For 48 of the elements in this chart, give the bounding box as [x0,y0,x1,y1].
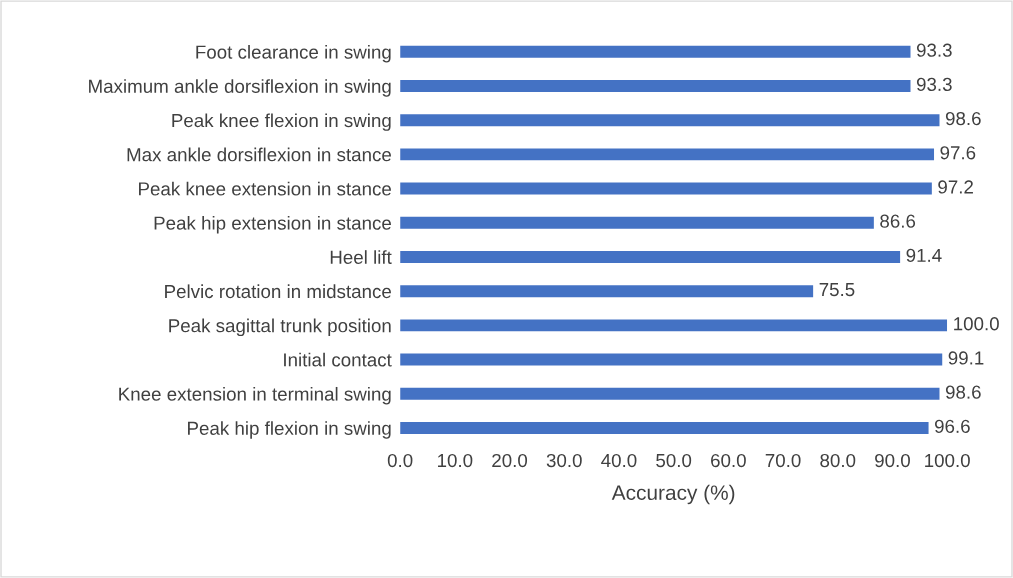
data-label: 91.4 [906,248,942,262]
y-tick-label: Peak knee extension in stance [139,181,391,196]
y-tick-label: Peak knee flexion in swing [172,113,391,131]
bar [400,319,948,332]
y-tick-label: Knee extension in terminal swing [119,386,391,405]
bar [400,285,814,298]
data-label: 98.6 [945,111,981,126]
data-label: 96.6 [934,419,970,433]
data-label: 93.3 [916,43,952,57]
x-tick-label: 50.0 [656,453,692,468]
y-tick-label: Peak sagittal trunk position [169,318,391,337]
y-tick-label: Max ankle dorsiflexion in stance [127,147,391,162]
x-tick-label: 80.0 [820,453,856,468]
x-tick-label: 20.0 [492,453,528,468]
y-tick-label: Heel lift [330,250,392,264]
x-tick-label: 40.0 [601,453,637,468]
x-tick-label: 90.0 [875,453,910,468]
data-label: 75.5 [819,283,855,297]
data-label: 99.1 [948,351,984,365]
y-tick-label: Maximum ankle dorsiflexion in swing [89,79,391,97]
bar [400,45,911,58]
bar [400,114,940,127]
x-tick-label: 30.0 [546,453,582,468]
data-label: 97.6 [940,146,976,160]
data-label: 98.6 [945,385,981,399]
y-tick-label: Initial contact [284,352,392,367]
bar [400,421,929,434]
bar [400,79,911,92]
data-label: 86.6 [880,214,916,228]
y-tick-label: Peak hip extension in stance [154,215,391,234]
x-tick-label: 60.0 [711,453,746,468]
bar [400,353,943,366]
data-label: 97.2 [938,180,973,194]
x-tick-label: 100.0 [925,453,970,468]
data-label: 100.0 [954,317,999,331]
y-tick-label: Peak hip flexion in swing [188,421,391,439]
bar [400,250,901,263]
bar [400,182,932,195]
bar [400,216,874,229]
x-tick-label: 10.0 [438,453,473,468]
bar [400,387,940,400]
x-tick-label: 70.0 [765,453,801,468]
x-axis-title: Accuracy (%) [611,484,735,505]
y-tick-label: Foot clearance in swing [196,44,391,63]
y-tick-label: Pelvic rotation in midstance [165,284,391,299]
x-tick-label: 0.0 [387,453,413,468]
data-label: 93.3 [916,77,952,92]
bar [400,148,935,161]
